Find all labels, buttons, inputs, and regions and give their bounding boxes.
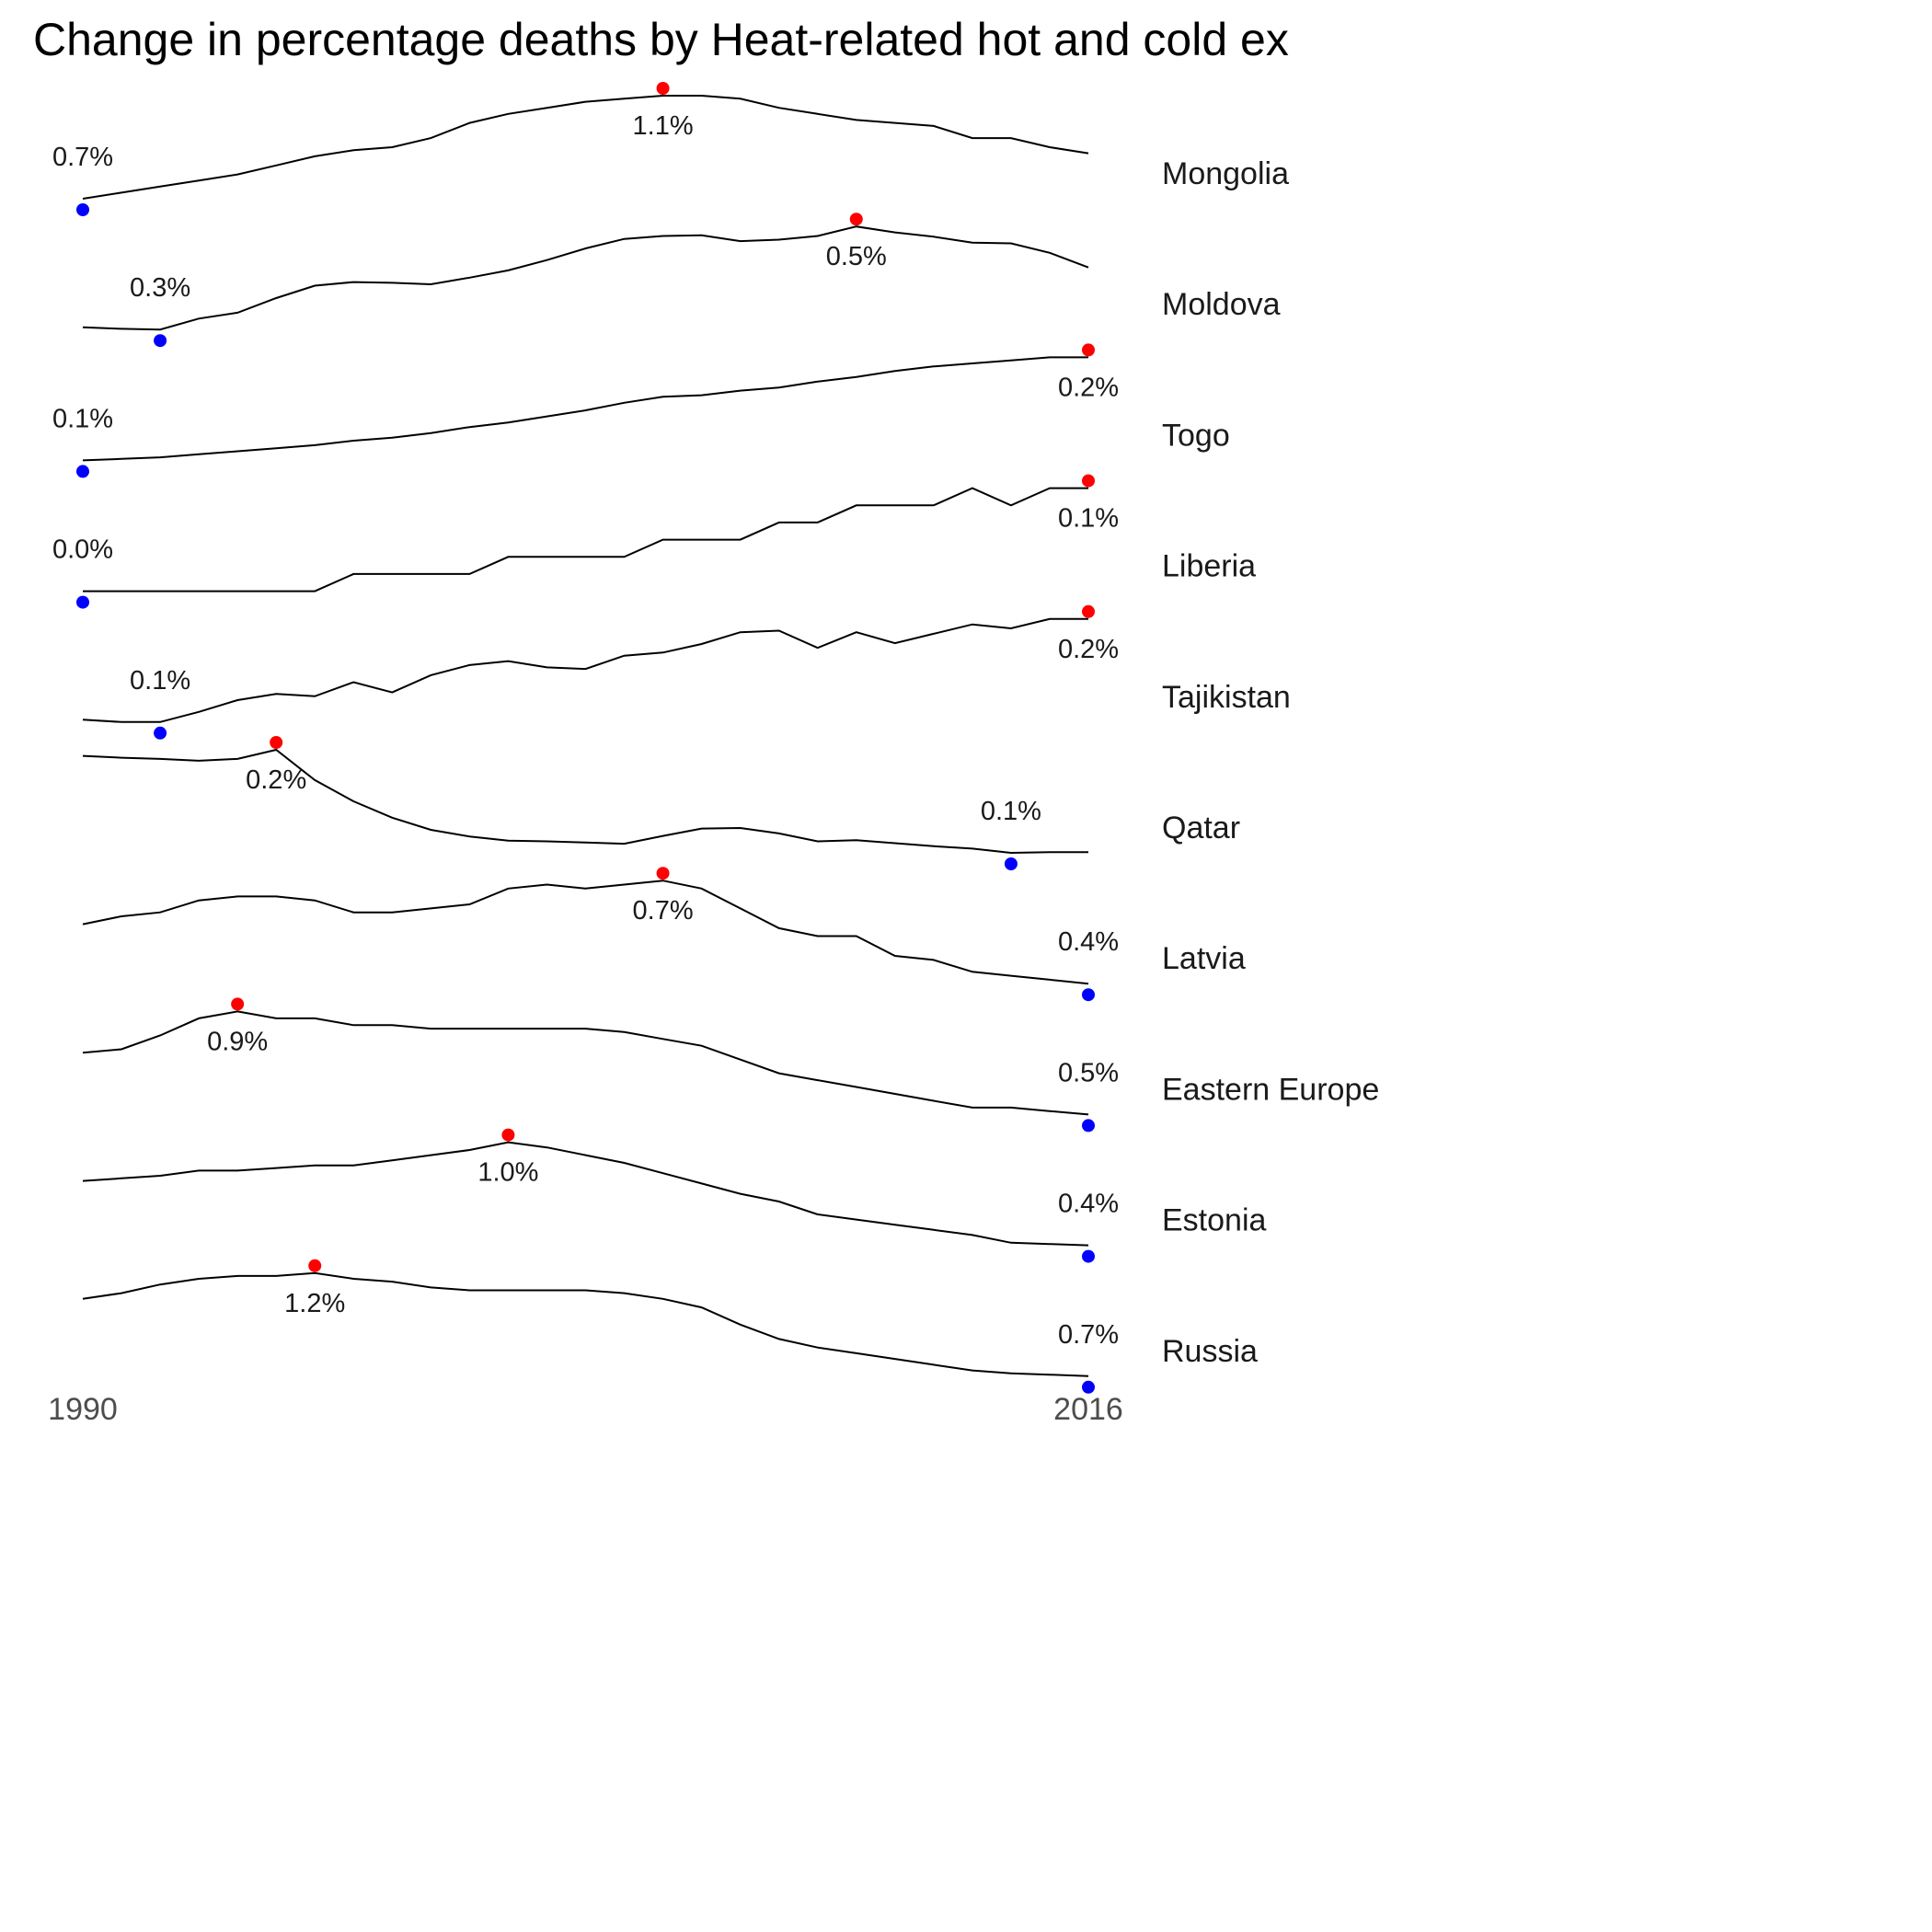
- max-value-label: 0.9%: [207, 1027, 268, 1056]
- series-line: [82, 1141, 1089, 1247]
- max-point-marker: [231, 997, 245, 1011]
- max-point-marker: [501, 1128, 515, 1142]
- max-point-marker: [270, 736, 283, 749]
- country-name-label: Togo: [1162, 418, 1230, 453]
- series-line: [83, 487, 1088, 592]
- sparkline-chart: 1.1% 0.7% Mongolia 0.5% 0.3% Moldova 0.2% 0.1% T…: [48, 82, 1379, 1427]
- country-name-label: Russia: [1162, 1334, 1258, 1369]
- series-line: [82, 1010, 1089, 1116]
- series-line: [82, 880, 1089, 985]
- series-line: [82, 225, 1089, 331]
- x-tick-label: 2016: [1053, 1392, 1123, 1427]
- min-point-marker: [1082, 1380, 1095, 1394]
- min-value-label: 0.1%: [52, 404, 113, 433]
- country-name-label: Qatar: [1162, 811, 1240, 845]
- series-line: [82, 1271, 1089, 1377]
- max-point-marker: [1082, 474, 1095, 488]
- max-value-label: 0.7%: [633, 896, 694, 926]
- min-value-label: 0.1%: [981, 797, 1041, 826]
- min-point-marker: [1004, 857, 1018, 870]
- max-value-label: 1.2%: [284, 1289, 345, 1318]
- max-value-label: 0.2%: [246, 765, 306, 795]
- max-point-marker: [308, 1259, 322, 1272]
- country-name-label: Eastern Europe: [1162, 1072, 1379, 1107]
- country-name-label: Tajikistan: [1162, 680, 1291, 715]
- max-value-label: 0.5%: [826, 242, 887, 271]
- max-point-marker: [1082, 343, 1095, 357]
- max-value-label: 1.1%: [633, 111, 694, 141]
- country-name-label: Moldova: [1162, 287, 1281, 322]
- max-point-marker: [656, 82, 670, 95]
- min-point-marker: [76, 465, 89, 478]
- min-value-label: 0.0%: [52, 535, 113, 565]
- min-value-label: 0.7%: [52, 143, 113, 172]
- chart-title: Change in percentage deaths by Heat-rela…: [33, 14, 1289, 65]
- min-point-marker: [154, 726, 167, 740]
- chart-root: Change in percentage deaths by Heat-rela…: [33, 14, 1379, 1427]
- min-value-label: 0.5%: [1058, 1058, 1119, 1087]
- series-line: [82, 95, 1089, 200]
- min-value-label: 0.7%: [1058, 1320, 1119, 1350]
- min-point-marker: [1082, 988, 1095, 1002]
- series-line: [82, 617, 1088, 723]
- min-value-label: 0.1%: [130, 666, 190, 696]
- country-name-label: Liberia: [1162, 549, 1256, 584]
- min-value-label: 0.3%: [130, 273, 190, 303]
- min-point-marker: [154, 334, 167, 348]
- max-point-marker: [656, 867, 670, 880]
- min-point-marker: [1082, 1119, 1095, 1133]
- max-point-marker: [849, 213, 863, 226]
- min-value-label: 0.4%: [1058, 927, 1119, 957]
- max-value-label: 0.1%: [1058, 504, 1119, 534]
- min-point-marker: [1082, 1249, 1095, 1263]
- max-value-label: 1.0%: [477, 1158, 538, 1188]
- country-name-label: Mongolia: [1162, 156, 1289, 191]
- min-point-marker: [76, 595, 89, 609]
- x-tick-label: 1990: [48, 1392, 118, 1427]
- series-line: [82, 356, 1088, 462]
- series-line: [82, 748, 1088, 855]
- min-value-label: 0.4%: [1058, 1190, 1119, 1219]
- max-value-label: 0.2%: [1058, 635, 1119, 664]
- max-value-label: 0.2%: [1058, 373, 1119, 402]
- max-point-marker: [1082, 604, 1095, 618]
- country-name-label: Latvia: [1162, 941, 1246, 976]
- country-name-label: Estonia: [1162, 1203, 1266, 1238]
- min-point-marker: [76, 203, 89, 216]
